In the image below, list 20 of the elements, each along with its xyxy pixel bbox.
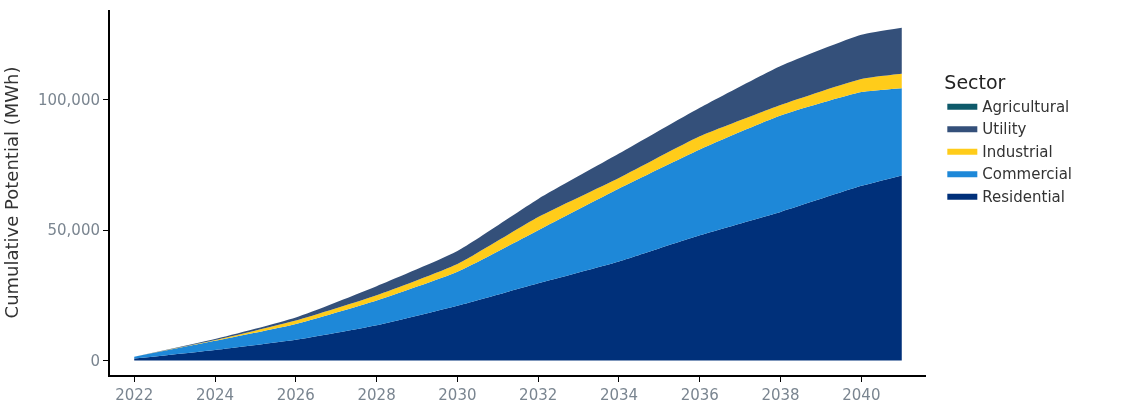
x-tick-label: 2030	[438, 386, 477, 404]
legend-label: Agricultural	[982, 97, 1070, 116]
y-tick-label: 0	[90, 351, 100, 370]
x-tick-label: 2032	[519, 386, 558, 404]
x-tick-label: 2036	[680, 386, 719, 404]
x-tick-label: 2028	[357, 386, 396, 404]
x-tick-label: 2034	[599, 386, 639, 404]
legend-label: Residential	[982, 187, 1065, 206]
x-tick-label: 2040	[842, 386, 881, 404]
x-tick-label: 2024	[195, 386, 235, 404]
y-axis-title: Cumulative Potential (MWh)	[0, 66, 22, 319]
x-tick-label: 2038	[761, 386, 800, 404]
y-tick-label: 50,000	[47, 221, 100, 240]
x-tick-label: 2022	[115, 386, 154, 404]
legend-label: Utility	[982, 120, 1027, 139]
legend-title: Sector	[944, 71, 1006, 94]
x-tick-label: 2026	[276, 386, 315, 404]
y-tick-label: 100,000	[37, 91, 100, 110]
legend-label: Commercial	[982, 165, 1073, 184]
legend-label: Industrial	[982, 142, 1053, 161]
